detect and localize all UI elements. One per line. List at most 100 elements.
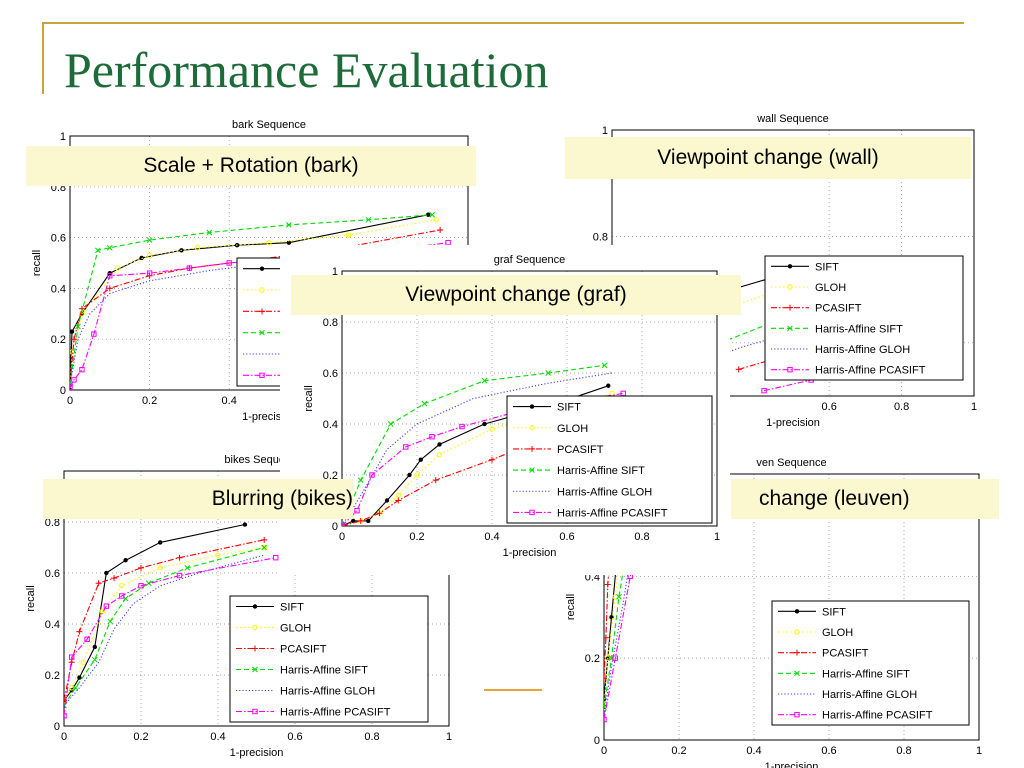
bikes-series-harris-affine-pcasift-line bbox=[64, 557, 276, 716]
graf-series-harris-affine-sift-point bbox=[601, 362, 608, 369]
bikes-series-harris-affine-sift-point bbox=[261, 544, 268, 551]
bikes-ytick-label: 0.2 bbox=[45, 670, 60, 682]
wall-chart-title: wall Sequence bbox=[756, 113, 829, 125]
bikes-plot-area bbox=[64, 522, 279, 719]
graf-xtick-label: 0.2 bbox=[409, 531, 424, 543]
bikes-xlabel: 1-precision bbox=[230, 747, 284, 759]
graf-series-harris-affine-gloh-line bbox=[342, 372, 613, 526]
leuven-legend: SIFT GLOH PCASIFT Harris-Affine SIFT Harris-… bbox=[771, 600, 970, 726]
bark-legend-marker bbox=[259, 287, 265, 293]
bark-ytick-label: 0.4 bbox=[51, 283, 66, 295]
wall-ytick-label: 0.8 bbox=[593, 231, 608, 243]
bark-series-harris-affine-sift-point bbox=[106, 244, 113, 251]
bikes-chart-title: bikes Sequer bbox=[224, 454, 289, 466]
graf-ytick-label: 0.6 bbox=[323, 368, 338, 380]
graf-series-harris-affine-sift-point bbox=[387, 421, 394, 427]
graf-legend-marker bbox=[529, 467, 535, 473]
graf-series-harris-affine-pcasift-point bbox=[354, 508, 360, 514]
wall-legend-label: Harris-Affine GLOH bbox=[815, 344, 910, 356]
graf-series-harris-affine-pcasift-point bbox=[429, 434, 435, 440]
bikes-legend-label: Harris-Affine PCASIFT bbox=[280, 707, 391, 719]
bikes-xtick-label: 1 bbox=[446, 731, 452, 743]
graf-series-pcasift-point bbox=[357, 517, 364, 524]
bikes-legend-box bbox=[229, 595, 429, 723]
bark-series-harris-affine-pcasift-point bbox=[70, 384, 73, 390]
graf-series-pcasift-point bbox=[489, 456, 495, 463]
bark-series-harris-affine-gloh-line bbox=[70, 244, 409, 385]
graf-legend-label: GLOH bbox=[557, 423, 588, 435]
bikes-legend-label: PCASIFT bbox=[280, 644, 327, 656]
bikes-series-harris-affine-pcasift-point bbox=[176, 572, 183, 579]
wall-legend-label: SIFT bbox=[815, 261, 839, 273]
graf-series-sift-point bbox=[482, 421, 487, 427]
bark-series-harris-affine-pcasift-point bbox=[107, 273, 113, 279]
wall-legend-marker bbox=[787, 304, 793, 311]
graf-xtick-label: 0.4 bbox=[484, 531, 499, 543]
graf-legend-label: Harris-Affine SIFT bbox=[557, 465, 645, 477]
leuven-series-harris-affine-sift-point bbox=[616, 593, 622, 600]
leuven-legend-marker bbox=[794, 670, 800, 677]
graf-xtick-label: 1 bbox=[714, 531, 720, 543]
bikes-series-pcasift-line bbox=[64, 539, 265, 701]
bikes-series-harris-affine-pcasift-point bbox=[84, 636, 90, 643]
bark-legend-marker bbox=[259, 266, 265, 271]
bikes-xtick-label: 0.6 bbox=[287, 731, 302, 743]
bark-series-pcasift-point bbox=[437, 226, 444, 233]
graf-series-sift-point bbox=[366, 518, 371, 524]
bark-ytick-label: 0.2 bbox=[51, 334, 66, 346]
graf-xtick-label: 0.6 bbox=[559, 531, 574, 543]
leuven-ytick-label: 0 bbox=[594, 735, 600, 747]
graf-plot-frame bbox=[341, 270, 718, 527]
accent-line bbox=[484, 689, 542, 691]
wall-legend-label: PCASIFT bbox=[815, 303, 862, 315]
bark-series-harris-affine-pcasift-point bbox=[186, 265, 193, 271]
bark-chart-title: bark Sequence bbox=[232, 119, 306, 131]
bikes-series-harris-affine-sift-point bbox=[107, 618, 114, 625]
bikes-series-harris-affine-pcasift-point bbox=[138, 583, 144, 589]
bark-series-harris-affine-sift-point bbox=[206, 229, 213, 236]
graf-legend-marker bbox=[529, 445, 535, 452]
bikes-xtick-label: 0 bbox=[61, 731, 67, 743]
leuven-xtick-label: 0.6 bbox=[821, 745, 836, 757]
graf-series-sift-point bbox=[351, 518, 356, 524]
graf-series-harris-affine-pcasift-line bbox=[342, 392, 624, 526]
bark-series-harris-affine-pcasift-line bbox=[70, 242, 449, 388]
bikes-legend: SIFT GLOH PCASIFT Harris-Affine SIFT Harris-… bbox=[229, 595, 429, 723]
bikes-ytick-label: 0.8 bbox=[45, 517, 60, 529]
bikes-series-sift-point bbox=[104, 570, 109, 576]
bark-series-gloh-point bbox=[345, 232, 352, 238]
bikes-series-sift-point bbox=[123, 558, 128, 563]
bikes-legend-marker bbox=[252, 604, 258, 609]
bark-series-gloh-point bbox=[433, 217, 439, 223]
leuven-xlabel: 1-precision bbox=[765, 761, 819, 768]
leuven-series-harris-affine-pcasift-point bbox=[612, 655, 618, 661]
bikes-legend-marker bbox=[252, 645, 258, 652]
leuven-legend-marker bbox=[794, 609, 800, 614]
leuven-series-pcasift-point bbox=[604, 581, 611, 588]
leuven-legend-marker bbox=[794, 711, 800, 718]
bikes-series-harris-affine-pcasift-point bbox=[103, 603, 110, 609]
leuven-legend-label: Harris-Affine SIFT bbox=[822, 668, 910, 680]
bark-series-pcasift-point bbox=[70, 336, 77, 343]
bikes-series-gloh-line bbox=[64, 546, 265, 701]
bark-ytick-label: 0 bbox=[60, 385, 66, 397]
bikes-series-gloh-point bbox=[119, 583, 125, 589]
graf-series-sift-point bbox=[606, 383, 611, 388]
bark-series-pcasift-point bbox=[106, 285, 113, 292]
leuven-ylabel: recall bbox=[565, 594, 577, 620]
graf-series-sift-point bbox=[437, 442, 442, 447]
accent-bar bbox=[42, 22, 44, 94]
bark-series-harris-affine-pcasift-point bbox=[91, 331, 97, 337]
bikes-series-harris-affine-sift-point bbox=[184, 565, 191, 571]
bark-series-gloh-point bbox=[266, 239, 272, 246]
bark-series-sift-point bbox=[139, 255, 144, 261]
leuven-xtick-label: 0.2 bbox=[671, 745, 686, 757]
bikes-series-pcasift-point bbox=[261, 536, 268, 543]
bikes-xtick-label: 0.4 bbox=[210, 731, 225, 743]
caption-wall: Viewpoint change (wall) bbox=[565, 137, 971, 179]
wall-legend: SIFT GLOH PCASIFT Harris-Affine SIFT Harris-… bbox=[764, 255, 964, 381]
bikes-ytick-label: 0.4 bbox=[45, 619, 60, 631]
leuven-series-pcasift-point bbox=[604, 634, 609, 641]
graf-chart-title: graf Sequence bbox=[494, 254, 566, 266]
bark-ylabel: recall bbox=[31, 250, 43, 276]
